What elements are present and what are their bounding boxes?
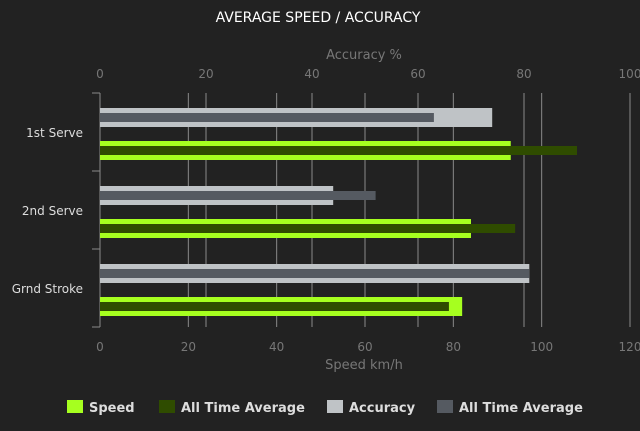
legend-label: Speed — [89, 401, 135, 416]
bar-speed-average — [100, 224, 516, 233]
chart-title: AVERAGE SPEED / ACCURACY — [216, 10, 421, 26]
bar-accuracy-average — [100, 191, 376, 200]
bottom-tick-label: 60 — [357, 340, 372, 354]
bottom-tick-label: 20 — [181, 340, 196, 354]
top-tick-label: 60 — [410, 67, 425, 81]
bar-speed-average — [100, 302, 449, 311]
legend-swatch — [159, 400, 175, 413]
legend-label: All Time Average — [181, 401, 305, 416]
bottom-axis-label: Speed km/h — [325, 358, 403, 373]
bar-accuracy-average — [100, 113, 434, 122]
bar-accuracy-average — [100, 269, 530, 278]
top-tick-label: 20 — [198, 67, 213, 81]
top-tick-label: 0 — [96, 67, 104, 81]
category-label: 1st Serve — [26, 126, 83, 140]
legend-label: Accuracy — [349, 401, 416, 416]
top-axis-label: Accuracy % — [326, 48, 402, 63]
bottom-tick-label: 120 — [619, 340, 640, 354]
top-tick-label: 80 — [516, 67, 531, 81]
legend-swatch — [67, 400, 83, 413]
bottom-tick-label: 40 — [269, 340, 284, 354]
bar-speed-average — [100, 146, 577, 155]
legend-label: All Time Average — [459, 401, 583, 416]
legend-swatch — [437, 400, 453, 413]
legend-swatch — [327, 400, 343, 413]
legend: Speed All Time Average Accuracy All Time Av… — [67, 400, 583, 416]
bottom-tick-label: 80 — [446, 340, 461, 354]
top-tick-label: 40 — [304, 67, 319, 81]
bottom-tick-label: 100 — [530, 340, 553, 354]
category-label: 2nd Serve — [22, 204, 83, 218]
category-label: Grnd Stroke — [12, 282, 83, 296]
top-tick-label: 100 — [619, 67, 640, 81]
bottom-tick-label: 0 — [96, 340, 104, 354]
